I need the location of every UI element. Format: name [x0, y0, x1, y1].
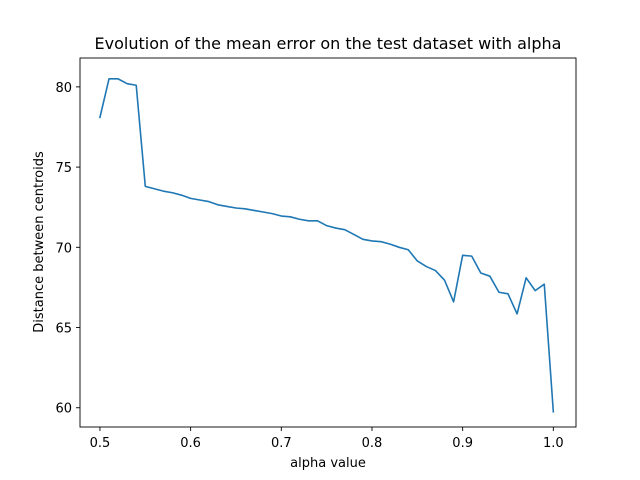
y-tick-label: 65: [55, 322, 72, 337]
x-tick-label: 0.5: [90, 436, 111, 451]
x-tick-label: 0.8: [362, 436, 383, 451]
x-tick-label: 0.7: [271, 436, 292, 451]
x-tick-label: 0.9: [452, 436, 473, 451]
y-tick-label: 80: [55, 81, 72, 96]
plot-area: [79, 57, 577, 428]
y-axis-label: Distance between centroids: [32, 151, 47, 333]
plot-frame: [79, 57, 577, 428]
x-tick-label: 0.6: [180, 436, 201, 451]
y-tick-label: 75: [55, 161, 72, 176]
y-tick-label: 60: [55, 402, 72, 417]
series-line-0: [98, 78, 555, 413]
y-tick-label: 70: [55, 241, 72, 256]
x-axis: 0.5 0.6 0.7 0.8 0.9 1.0: [90, 427, 564, 451]
chart-title: Evolution of the mean error on the test …: [95, 34, 562, 53]
x-tick-label: 1.0: [543, 436, 564, 451]
y-axis: 60 65 70 75 80: [55, 81, 80, 417]
x-axis-label: alpha value: [290, 456, 366, 471]
